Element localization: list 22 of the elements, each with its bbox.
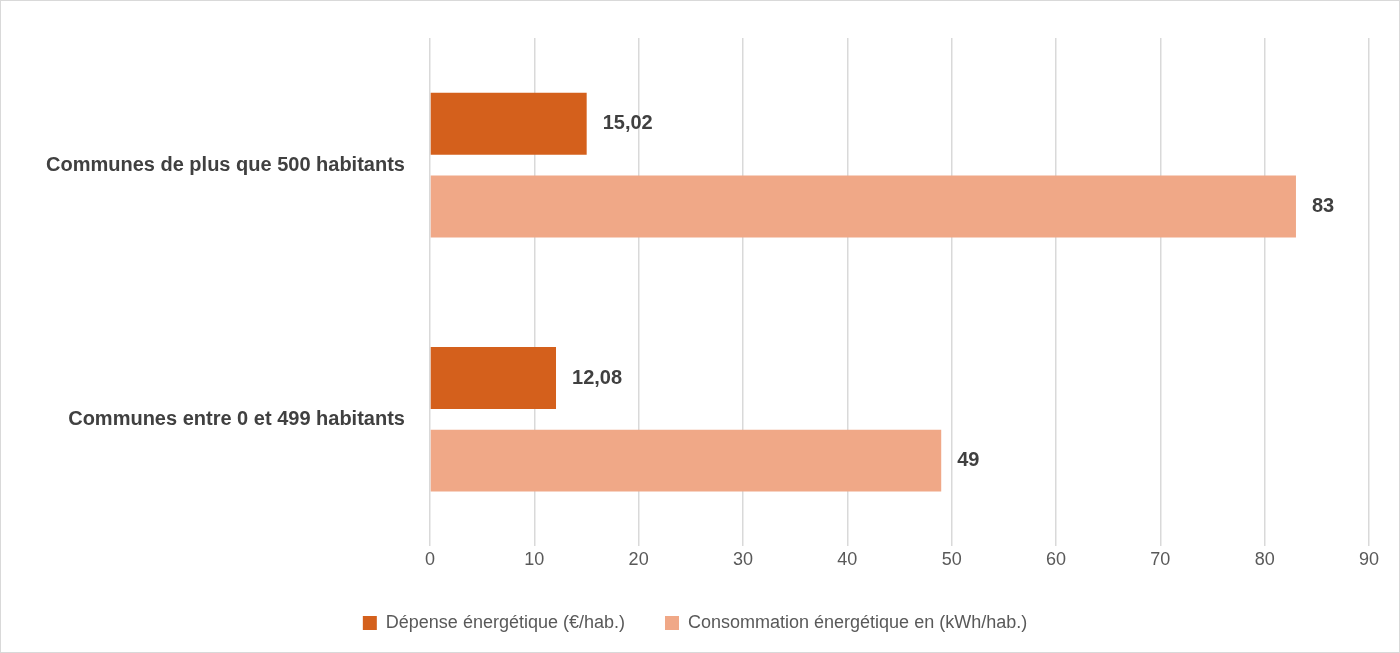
bar [430, 92, 587, 155]
x-tick-label: 70 [1150, 549, 1171, 570]
x-tick-label: 30 [732, 549, 753, 570]
x-tick-label: 40 [837, 549, 858, 570]
legend-label: Consommation énergétique en (kWh/hab.) [687, 611, 1028, 632]
bar [430, 347, 556, 409]
data-label: 15,02 [602, 111, 653, 134]
bar [430, 429, 942, 492]
data-label: 49 [957, 448, 980, 471]
x-tick-label: 20 [628, 549, 649, 570]
x-tick-label: 80 [1254, 549, 1275, 570]
data-label: 83 [1311, 193, 1335, 216]
legend-label: Dépense énergétique (€/hab.) [385, 611, 625, 632]
x-tick-label: 90 [1358, 549, 1380, 570]
x-tick-label: 0 [424, 549, 435, 570]
x-tick-label: 50 [941, 549, 962, 570]
y-tick-label: Communes de plus que 500 habitants [46, 152, 405, 175]
x-tick-label: 10 [524, 549, 545, 570]
y-tick-label: Communes entre 0 et 499 habitants [68, 406, 405, 429]
x-tick-label: 60 [1045, 549, 1066, 570]
bar [430, 175, 1296, 238]
data-label: 12,08 [572, 365, 623, 388]
